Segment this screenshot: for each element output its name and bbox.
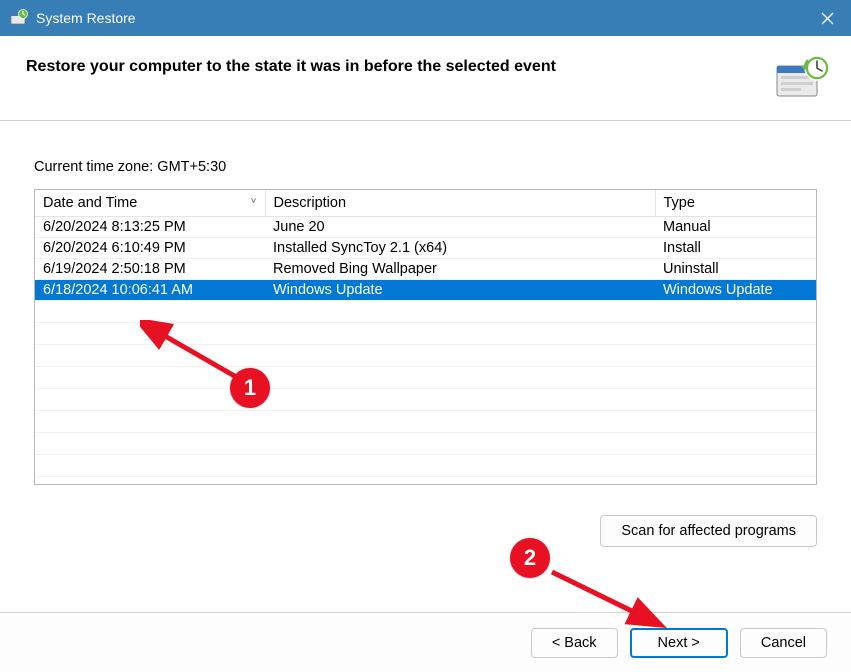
table-cell-empty bbox=[655, 301, 816, 323]
scan-row: Scan for affected programs bbox=[0, 515, 851, 547]
column-header-date[interactable]: Date and Time ˅ bbox=[35, 190, 265, 217]
table-cell-desc: Installed SyncToy 2.1 (x64) bbox=[265, 238, 655, 259]
table-cell-empty bbox=[265, 345, 655, 367]
column-header-type-label: Type bbox=[664, 195, 695, 211]
column-header-description-label: Description bbox=[274, 195, 347, 211]
system-restore-hero-icon bbox=[775, 54, 831, 104]
table-row[interactable]: 6/19/2024 2:50:18 PMRemoved Bing Wallpap… bbox=[35, 259, 816, 280]
table-cell-empty bbox=[35, 345, 265, 367]
restore-icon bbox=[10, 9, 28, 27]
table-cell-empty bbox=[265, 323, 655, 345]
table-cell-date: 6/18/2024 10:06:41 AM bbox=[35, 280, 265, 301]
table-row-empty bbox=[35, 345, 816, 367]
table-row-empty bbox=[35, 301, 816, 323]
column-header-type[interactable]: Type bbox=[655, 190, 816, 217]
table-row-empty bbox=[35, 323, 816, 345]
table-cell-empty bbox=[265, 389, 655, 411]
window-title: System Restore bbox=[36, 10, 803, 26]
table-row[interactable]: 6/20/2024 8:13:25 PMJune 20Manual bbox=[35, 217, 816, 238]
wizard-content: Current time zone: GMT+5:30 Date and Tim… bbox=[0, 121, 851, 485]
table-cell-empty bbox=[265, 367, 655, 389]
table-cell-empty bbox=[35, 433, 265, 455]
annotation-badge-1: 1 bbox=[230, 368, 270, 408]
cancel-button[interactable]: Cancel bbox=[740, 628, 827, 658]
table-cell-type: Uninstall bbox=[655, 259, 816, 280]
table-cell-empty bbox=[655, 367, 816, 389]
page-heading: Restore your computer to the state it wa… bbox=[26, 54, 775, 76]
back-button[interactable]: < Back bbox=[531, 628, 618, 658]
restore-points-table: Date and Time ˅ Description Type 6/20/20… bbox=[34, 189, 817, 485]
table-row[interactable]: 6/18/2024 10:06:41 AMWindows UpdateWindo… bbox=[35, 280, 816, 301]
table-cell-empty bbox=[35, 455, 265, 477]
table-cell-empty bbox=[655, 411, 816, 433]
table-cell-empty bbox=[35, 301, 265, 323]
table-row-empty bbox=[35, 389, 816, 411]
table-cell-empty bbox=[35, 323, 265, 345]
table-cell-desc: Removed Bing Wallpaper bbox=[265, 259, 655, 280]
table-cell-desc: Windows Update bbox=[265, 280, 655, 301]
table-cell-type: Manual bbox=[655, 217, 816, 238]
wizard-header: Restore your computer to the state it wa… bbox=[0, 36, 851, 121]
table-cell-empty bbox=[265, 411, 655, 433]
table-cell-empty bbox=[265, 301, 655, 323]
table-cell-empty bbox=[35, 411, 265, 433]
next-button[interactable]: Next > bbox=[630, 628, 728, 658]
table-row-empty bbox=[35, 367, 816, 389]
column-header-description[interactable]: Description bbox=[265, 190, 655, 217]
table-cell-empty bbox=[265, 433, 655, 455]
window-titlebar: System Restore bbox=[0, 0, 851, 36]
table-cell-type: Windows Update bbox=[655, 280, 816, 301]
table-cell-empty bbox=[655, 455, 816, 477]
column-header-date-label: Date and Time bbox=[43, 195, 137, 211]
table-cell-date: 6/20/2024 8:13:25 PM bbox=[35, 217, 265, 238]
table-cell-empty bbox=[265, 455, 655, 477]
table-row-empty bbox=[35, 411, 816, 433]
table-cell-desc: June 20 bbox=[265, 217, 655, 238]
close-icon bbox=[821, 12, 834, 25]
sort-indicator-icon: ˅ bbox=[251, 196, 257, 207]
scan-affected-button[interactable]: Scan for affected programs bbox=[600, 515, 817, 547]
table-row[interactable]: 6/20/2024 6:10:49 PMInstalled SyncToy 2.… bbox=[35, 238, 816, 259]
close-button[interactable] bbox=[803, 0, 851, 36]
table-row-empty bbox=[35, 433, 816, 455]
table-cell-empty bbox=[655, 345, 816, 367]
table-row-empty bbox=[35, 455, 816, 477]
table-cell-empty bbox=[655, 389, 816, 411]
timezone-label: Current time zone: GMT+5:30 bbox=[34, 159, 817, 175]
table-cell-date: 6/20/2024 6:10:49 PM bbox=[35, 238, 265, 259]
table-cell-empty bbox=[655, 433, 816, 455]
annotation-badge-2: 2 bbox=[510, 538, 550, 578]
table-cell-date: 6/19/2024 2:50:18 PM bbox=[35, 259, 265, 280]
wizard-footer: < Back Next > Cancel bbox=[0, 612, 851, 672]
table-cell-type: Install bbox=[655, 238, 816, 259]
table-cell-empty bbox=[655, 323, 816, 345]
